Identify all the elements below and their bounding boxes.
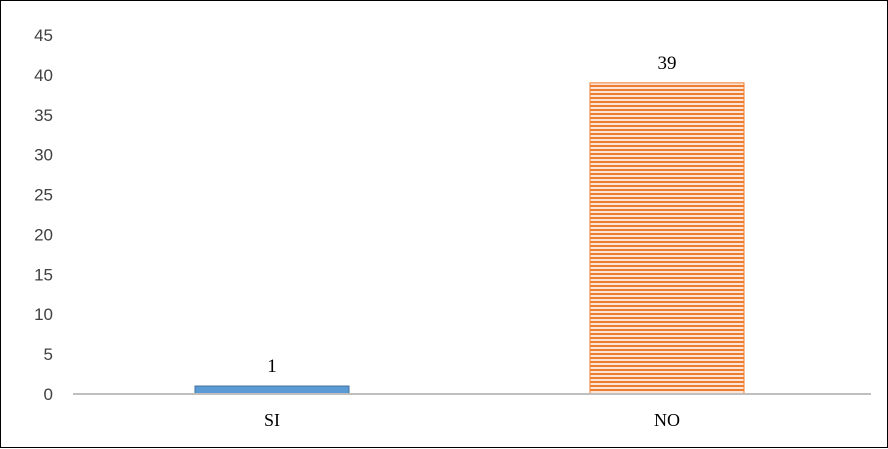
data-label: 1 [267, 356, 277, 377]
y-tick-label: 20 [34, 225, 53, 244]
category-label: SI [264, 410, 280, 430]
y-tick-label: 0 [44, 385, 53, 404]
y-axis-ticks: 0 5 10 15 20 25 30 35 40 45 [34, 26, 53, 404]
y-tick-label: 40 [34, 66, 53, 85]
category-label: NO [654, 410, 680, 430]
bar-no [589, 82, 745, 395]
data-labels: 1 39 [267, 53, 676, 377]
y-tick-label: 25 [34, 186, 53, 205]
y-tick-label: 45 [34, 26, 53, 45]
data-label: 39 [658, 53, 677, 74]
y-tick-label: 10 [34, 305, 53, 324]
y-tick-label: 35 [34, 106, 53, 125]
y-tick-label: 15 [34, 265, 53, 284]
y-tick-label: 5 [44, 345, 53, 364]
category-labels: SI NO [264, 410, 680, 430]
bars [194, 82, 745, 395]
bar-si [194, 385, 350, 395]
y-tick-label: 30 [34, 146, 53, 165]
